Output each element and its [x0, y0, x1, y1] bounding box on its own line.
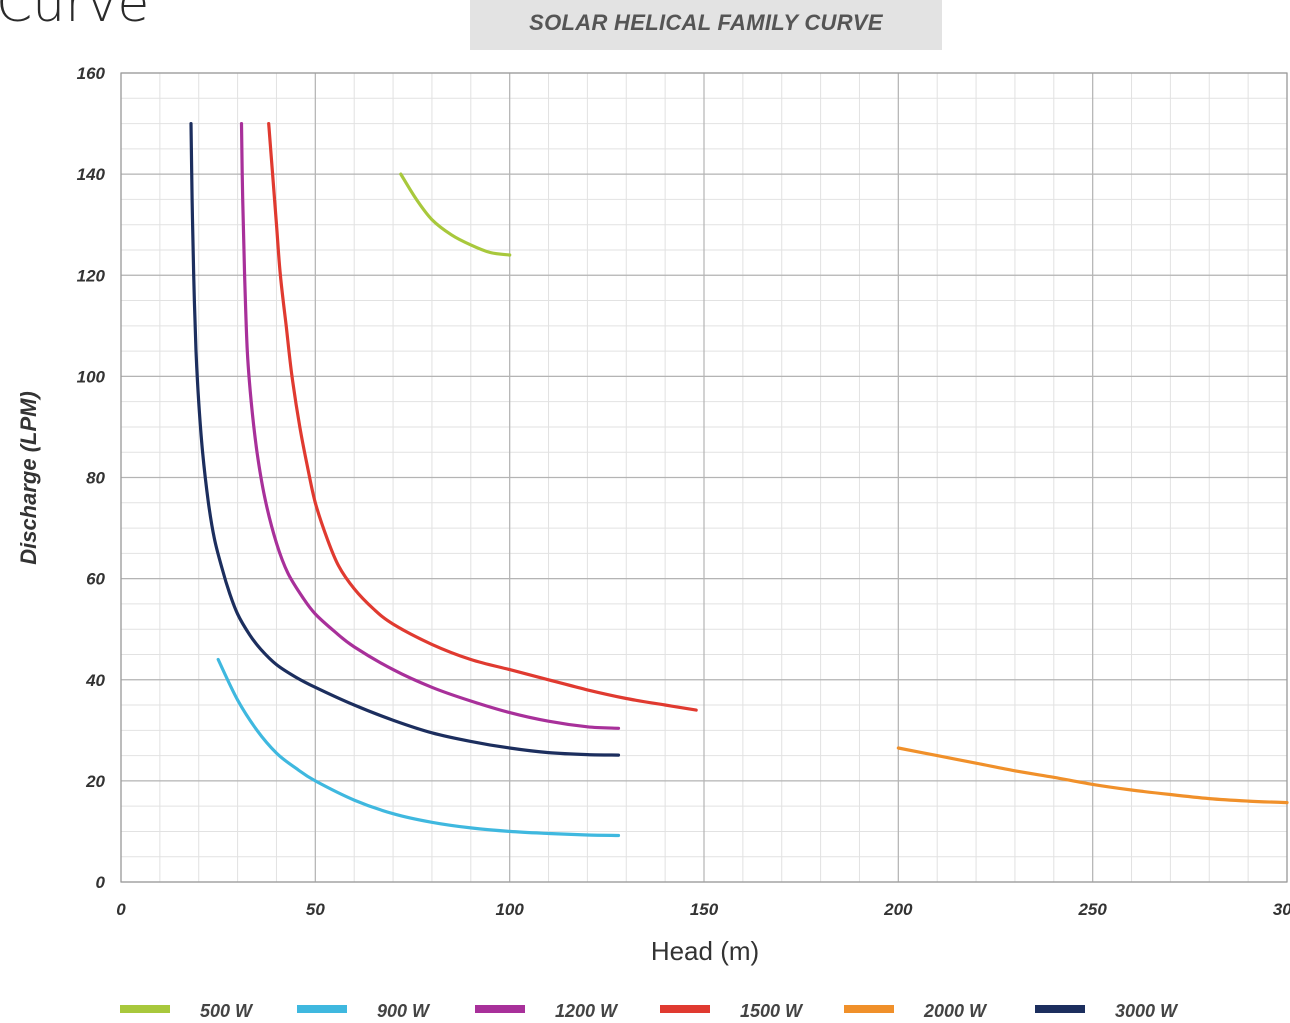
legend-swatch-2000w [844, 1005, 894, 1013]
x-tick-label: 250 [1077, 900, 1107, 919]
legend-label-500w: 500 W [200, 1001, 254, 1021]
legend-swatch-500w [120, 1005, 170, 1013]
x-axis-ticks: 0 50 100 150 200 250 300 [116, 900, 1290, 919]
legend-swatch-3000w [1035, 1005, 1085, 1013]
legend-label-2000w: 2000 W [923, 1001, 988, 1021]
major-gridlines [120, 72, 1288, 883]
x-tick-label: 200 [883, 900, 913, 919]
y-tick-label: 140 [77, 165, 106, 184]
x-tick-label: 100 [495, 900, 524, 919]
legend-swatch-1200w [475, 1005, 525, 1013]
legend-label-3000w: 3000 W [1115, 1001, 1179, 1021]
y-tick-label: 100 [77, 367, 106, 386]
plot-area-frame [120, 72, 1288, 883]
legend-swatch-1500w [660, 1005, 710, 1013]
x-tick-label: 50 [306, 900, 325, 919]
legend-label-900w: 900 W [377, 1001, 431, 1021]
series-line-2000w [896, 746, 1289, 805]
y-tick-label: 80 [86, 469, 105, 488]
series-line-500w [399, 172, 512, 257]
y-tick-label: 160 [77, 64, 106, 83]
legend-swatch-900w [297, 1005, 347, 1013]
legend-label-1200w: 1200 W [555, 1001, 619, 1021]
legend-label-1500w: 1500 W [740, 1001, 804, 1021]
x-tick-label: 0 [116, 900, 126, 919]
chart-title: SOLAR HELICAL FAMILY CURVE [529, 10, 883, 35]
y-tick-label: 40 [85, 671, 105, 690]
series-line-900w [216, 657, 621, 838]
x-axis-label: Head (m) [651, 936, 759, 966]
y-tick-label: 0 [96, 873, 106, 892]
y-tick-label: 20 [85, 772, 105, 791]
series-lines [189, 122, 1289, 838]
x-tick-label: 300 [1273, 900, 1290, 919]
series-line-1500w [267, 122, 698, 712]
y-tick-label: 60 [86, 570, 105, 589]
series-line-3000w [189, 122, 621, 757]
series-line-1200w [239, 122, 621, 730]
y-axis-label: Discharge (LPM) [16, 391, 41, 565]
y-tick-label: 120 [77, 266, 106, 285]
y-axis-ticks: 0 20 40 60 80 100 120 140 160 [77, 64, 106, 892]
page-heading: Curve [0, 0, 150, 34]
legend: 500 W 900 W 1200 W 1500 W 2000 W 3000 W [120, 1001, 1179, 1021]
x-tick-label: 150 [690, 900, 719, 919]
chart-title-box: SOLAR HELICAL FAMILY CURVE [470, 0, 942, 50]
